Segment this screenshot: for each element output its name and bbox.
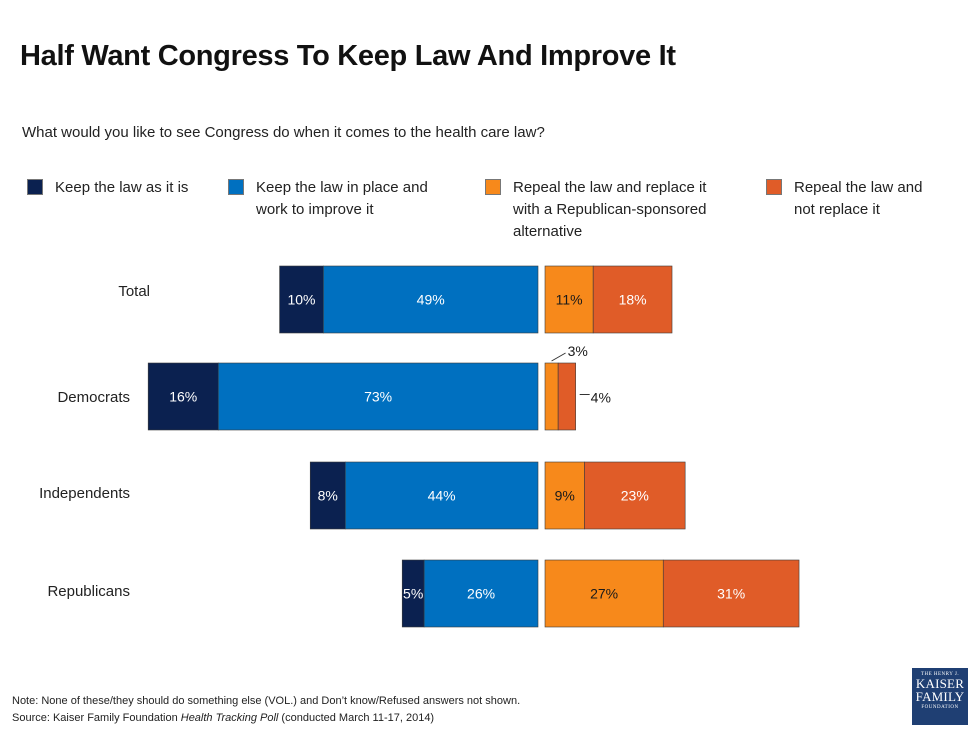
bar-republicans-1 xyxy=(423,559,539,628)
legend-item-keep-and-improve: Keep the law in place and work to improv… xyxy=(228,177,428,221)
legend-item-keep-as-is: Keep the law as it is xyxy=(27,177,188,199)
data-label: 18% xyxy=(619,292,647,308)
row-label-independents: Independents xyxy=(39,485,130,502)
data-label: 31% xyxy=(717,586,745,602)
source-suffix: (conducted March 11-17, 2014) xyxy=(278,712,435,724)
data-label: 9% xyxy=(555,488,575,504)
source-poll-name: Health Tracking Poll xyxy=(180,712,279,724)
chart-subtitle: What would you like to see Congress do w… xyxy=(22,124,545,141)
data-label: 26% xyxy=(467,586,495,602)
bar-republicans-3 xyxy=(662,559,800,628)
chart-title: Half Want Congress To Keep Law And Impro… xyxy=(20,40,676,72)
data-label: 23% xyxy=(621,488,649,504)
bar-independents-3 xyxy=(584,461,686,530)
footnote: Note: None of these/they should do somet… xyxy=(12,693,520,727)
bar-total-0 xyxy=(279,265,324,334)
data-label: 5% xyxy=(403,586,423,602)
bar-independents-0 xyxy=(309,461,346,530)
logo-line: FOUNDATION xyxy=(921,705,959,710)
data-label: 27% xyxy=(590,586,618,602)
bar-democrats-0 xyxy=(147,362,219,431)
legend-item-repeal-replace: Repeal the law and replace it with a Rep… xyxy=(485,177,706,243)
legend-item-repeal-not-replace: Repeal the law and not replace it xyxy=(766,177,922,221)
legend-swatch xyxy=(27,179,43,195)
row-label-democrats: Democrats xyxy=(57,389,130,406)
bar-total-1 xyxy=(323,265,539,334)
data-label: 10% xyxy=(287,292,315,308)
data-label: 44% xyxy=(428,488,456,504)
data-label: 16% xyxy=(169,389,197,405)
data-label: 4% xyxy=(591,390,611,406)
data-label: 49% xyxy=(417,292,445,308)
data-label: 73% xyxy=(364,389,392,405)
bar-democrats-2 xyxy=(544,362,559,431)
row-label-republicans: Republicans xyxy=(47,583,130,600)
legend-label: Repeal the law and replace it with a Rep… xyxy=(513,179,707,240)
legend-label: Repeal the law and not replace it xyxy=(794,179,923,218)
bar-independents-1 xyxy=(344,461,539,530)
legend-label: Keep the law as it is xyxy=(55,179,189,196)
logo-line: KAISER xyxy=(915,676,965,691)
source-text: Source: Kaiser Family Foundation Health … xyxy=(12,710,520,727)
row-label-total: Total xyxy=(118,283,150,300)
legend-swatch xyxy=(485,179,501,195)
note-text: Note: None of these/they should do somet… xyxy=(12,695,521,707)
legend-swatch xyxy=(766,179,782,195)
bar-total-3 xyxy=(592,265,673,334)
callout-leader-line xyxy=(551,352,566,362)
bar-democrats-1 xyxy=(217,362,539,431)
source-prefix: Source: Kaiser Family Foundation xyxy=(12,712,181,724)
data-label: 8% xyxy=(318,488,338,504)
bar-independents-2 xyxy=(544,461,585,530)
data-label: 3% xyxy=(568,343,588,359)
logo-line: FAMILY xyxy=(915,689,965,704)
bar-total-2 xyxy=(544,265,594,334)
kaiser-family-foundation-logo: THE HENRY J. KAISER FAMILY FOUNDATION xyxy=(912,668,968,725)
bar-democrats-3 xyxy=(557,362,576,431)
legend-label: Keep the law in place and work to improv… xyxy=(256,179,428,218)
legend-swatch xyxy=(228,179,244,195)
logo-line: THE HENRY J. xyxy=(920,672,960,677)
data-label: 11% xyxy=(556,292,583,308)
bar-republicans-2 xyxy=(544,559,664,628)
